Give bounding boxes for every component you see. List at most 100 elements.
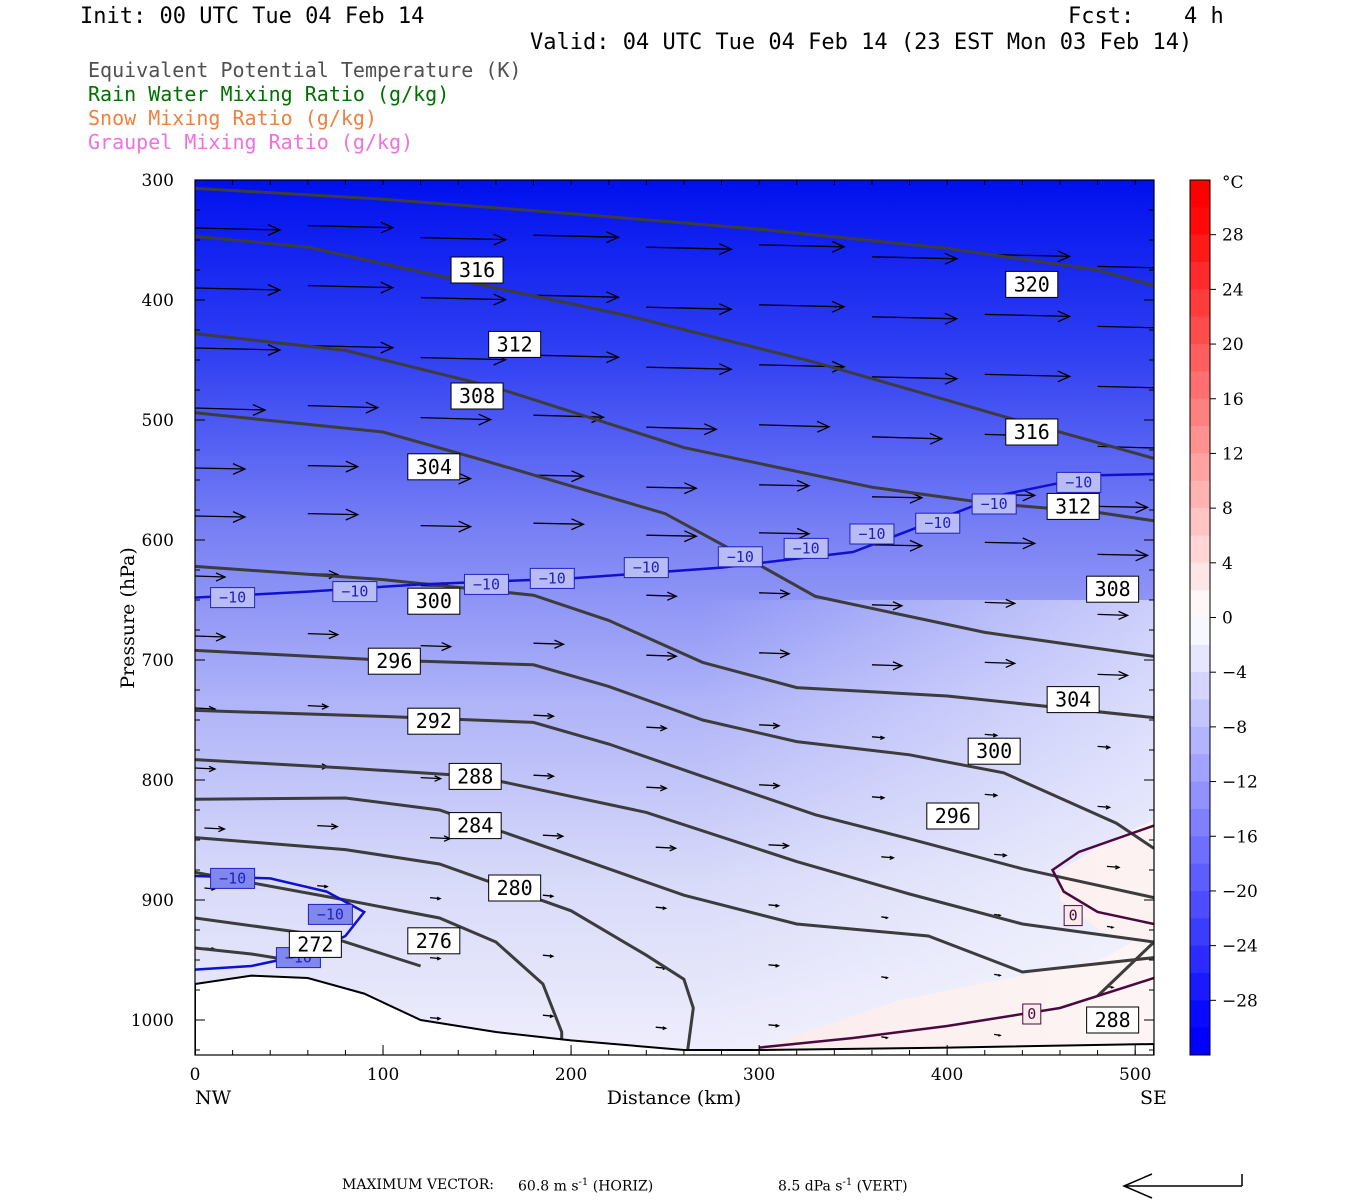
isotherm-label-box xyxy=(210,587,256,609)
wind-vector-arrow xyxy=(984,313,1070,318)
temperature-colorbar: 28 24 20 16 12 8 4 0 −4 −8 −12 −16 −20 −24 −28 xyxy=(1189,179,1258,1056)
wind-vector-head xyxy=(719,363,733,376)
wind-vector-head xyxy=(1005,598,1017,609)
colorbar-tick-label: 8 xyxy=(1222,499,1233,519)
colorbar-unit: °C xyxy=(1222,173,1244,193)
wind-vector-arrow xyxy=(533,234,619,238)
contour-label: 300 xyxy=(976,739,1012,763)
vert-value: 8.5 dPa s xyxy=(778,1178,843,1195)
isotherm-label-box xyxy=(332,581,378,603)
colorbar-tick-label: −12 xyxy=(1222,773,1258,793)
wind-vector-head xyxy=(380,281,395,294)
isotherm-label: −10 xyxy=(981,495,1008,513)
contour-label: 312 xyxy=(497,332,533,356)
colorbar-tick-label: 0 xyxy=(1222,609,1233,629)
theta-e-contour-288-8 xyxy=(195,796,1154,974)
colorbar-segment xyxy=(1190,890,1210,919)
wind-vector-arrow xyxy=(1097,805,1110,809)
wind-vector-head xyxy=(779,589,791,599)
wind-vector-arrow xyxy=(646,306,732,310)
axes: 300 400 500 600 700 800 900 1000 0 100 200 300 400 50… xyxy=(131,171,1154,1085)
wind-vector-arrow xyxy=(420,356,506,361)
contour-label: 272 xyxy=(297,932,333,956)
reference-vector-arrow xyxy=(1122,1173,1243,1199)
wind-vector-head xyxy=(796,479,811,492)
contour-label-box xyxy=(407,927,461,955)
contour-label: 304 xyxy=(1055,688,1091,712)
colorbar-segment xyxy=(1190,180,1210,208)
wind-vector-arrow xyxy=(759,484,810,487)
wind-vector-head xyxy=(719,243,733,256)
colorbar-segment xyxy=(1190,617,1210,646)
wind-vector-head xyxy=(1057,310,1072,323)
theta-e-contour-304-4 xyxy=(195,564,1154,720)
endpoint-nw: NW xyxy=(195,1087,232,1109)
wind-vector-arrow xyxy=(759,244,845,248)
wind-vector-arrow xyxy=(533,714,554,717)
colorbar-segment xyxy=(1190,508,1210,536)
wind-vector-head xyxy=(669,844,678,852)
wind-vector-arrow xyxy=(1106,865,1120,869)
wind-vector-arrow xyxy=(1097,613,1128,617)
wind-vector-arrow xyxy=(759,424,830,428)
endpoint-se: SE xyxy=(1140,1087,1167,1109)
wind-vector-head xyxy=(775,963,781,968)
wind-vector-arrow xyxy=(646,654,677,657)
x-tick-label: 200 xyxy=(555,1065,587,1085)
wind-vector-head xyxy=(775,1023,781,1028)
isotherm-label-box xyxy=(1063,905,1083,927)
wind-vector-arrow xyxy=(195,707,216,710)
x-axis-title: Distance (km) xyxy=(607,1087,742,1109)
wind-vector-head xyxy=(719,303,733,316)
wind-vector-head xyxy=(345,508,360,521)
isotherm-label-box xyxy=(783,537,829,559)
valid-time: Valid: 04 UTC Tue 04 Feb 14 (23 EST Mon … xyxy=(530,30,1193,55)
isotherm-minus10-low-line xyxy=(195,874,367,971)
theta-e-contour-284-9 xyxy=(195,836,695,1051)
wind-vector-head xyxy=(684,482,698,495)
colorbar-segment xyxy=(1190,371,1210,400)
theta-e-contour-320-0 xyxy=(195,186,1154,288)
colorbar-segment xyxy=(1190,1000,1210,1029)
legend-snow: Snow Mixing Ratio (g/kg) xyxy=(88,106,377,130)
wind-vector-head xyxy=(816,420,831,433)
wind-vector-head xyxy=(1110,925,1115,929)
max-vector-label: MAXIMUM VECTOR: xyxy=(342,1177,494,1193)
colorbar-tick-label: −16 xyxy=(1222,827,1258,847)
wind-vector-arrow xyxy=(759,304,845,308)
wind-vector-arrow xyxy=(871,796,884,799)
wind-vector-head xyxy=(549,894,555,899)
wind-vector-arrow xyxy=(984,733,997,737)
isotherm-label: −10 xyxy=(539,569,566,587)
colorbar-segment xyxy=(1190,918,1210,947)
colorbar-tick-label: 20 xyxy=(1222,335,1244,355)
forecast-label: Fcst: xyxy=(1068,4,1135,29)
colorbar-tick-label: 16 xyxy=(1222,390,1244,410)
wind-vector-head xyxy=(667,591,678,601)
colorbar-segment xyxy=(1190,836,1210,865)
contour-label-box xyxy=(407,707,461,735)
legend-graupel: Graupel Mixing Ratio (g/kg) xyxy=(88,130,414,154)
wind-vector-head xyxy=(831,240,846,253)
wind-vector-head xyxy=(662,1026,668,1031)
wind-vector-arrow xyxy=(646,426,717,430)
contour-label-box xyxy=(448,812,502,840)
contour-label-box xyxy=(448,762,502,790)
wind-vector-head xyxy=(330,823,339,830)
isotherm-label: −10 xyxy=(727,548,754,566)
isotherm-label-box xyxy=(529,567,575,589)
wind-vector-arrow xyxy=(533,474,584,477)
wind-vector-head xyxy=(606,231,621,244)
y-tick-label: 1000 xyxy=(131,1011,174,1031)
wind-vector-arrow xyxy=(420,416,491,421)
contour-label-box xyxy=(407,587,461,615)
wind-vector-head xyxy=(660,784,668,792)
colorbar-segment xyxy=(1190,754,1210,783)
wind-vector-head xyxy=(547,772,556,780)
theta-e-contour-276-11 xyxy=(195,916,422,968)
plot-frame xyxy=(194,179,1155,1056)
wind-vector-head xyxy=(321,703,330,710)
isotherm-label: −10 xyxy=(219,589,246,607)
colorbar-tick-label: −4 xyxy=(1222,663,1247,683)
contour-label-box xyxy=(450,382,504,410)
